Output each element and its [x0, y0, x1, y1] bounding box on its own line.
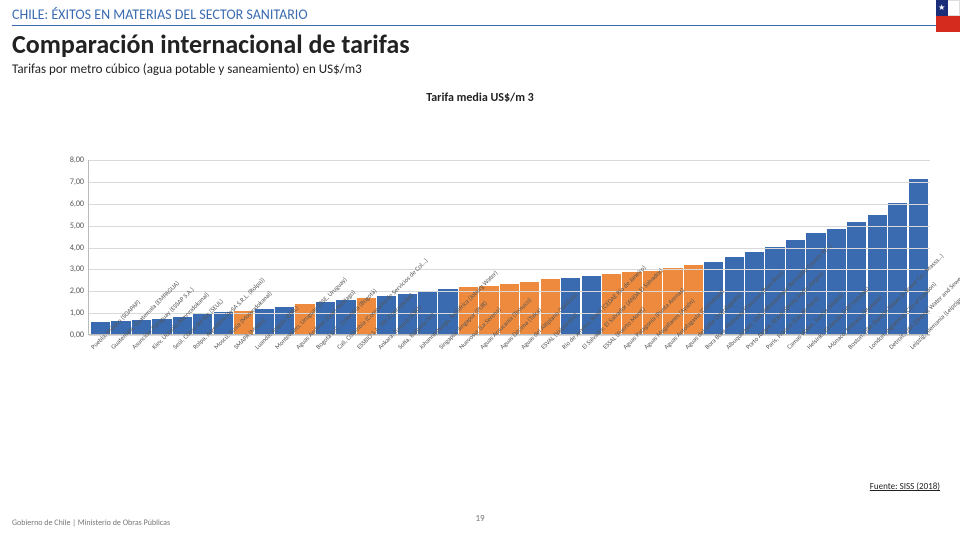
y-tick-label: 4,00 [60, 243, 84, 253]
source-note: Fuente: SISS (2018) [870, 481, 940, 492]
x-axis-labels: Puebla, México (SOAPAP)Guatemala, Guatem… [88, 340, 930, 480]
y-tick-label: 6,00 [60, 199, 84, 209]
footer: Gobierno de Chile | Ministerio de Obras … [12, 518, 170, 528]
gridline [89, 226, 930, 227]
chile-flag-icon: ★ [936, 0, 960, 32]
gridline [89, 160, 930, 161]
gridline [89, 248, 930, 249]
y-tick-label: 8,00 [60, 155, 84, 165]
y-tick-label: 2,00 [60, 286, 84, 296]
header: CHILE: ÉXITOS EN MATERIAS DEL SECTOR SAN… [0, 0, 960, 77]
y-tick-label: 5,00 [60, 221, 84, 231]
y-tick-label: 1,00 [60, 308, 84, 318]
eyebrow: CHILE: ÉXITOS EN MATERIAS DEL SECTOR SAN… [12, 6, 948, 26]
page-title: Comparación internacional de tarifas [12, 28, 948, 60]
y-tick-label: 7,00 [60, 177, 84, 187]
gridline [89, 182, 930, 183]
chart-title: Tarifa media US$/m 3 [0, 91, 960, 105]
y-tick-label: 3,00 [60, 264, 84, 274]
gridline [89, 204, 930, 205]
page-number: 19 [475, 513, 484, 524]
y-tick-label: 0,00 [60, 330, 84, 340]
subtitle: Tarifas por metro cúbico (agua potable y… [12, 62, 948, 77]
